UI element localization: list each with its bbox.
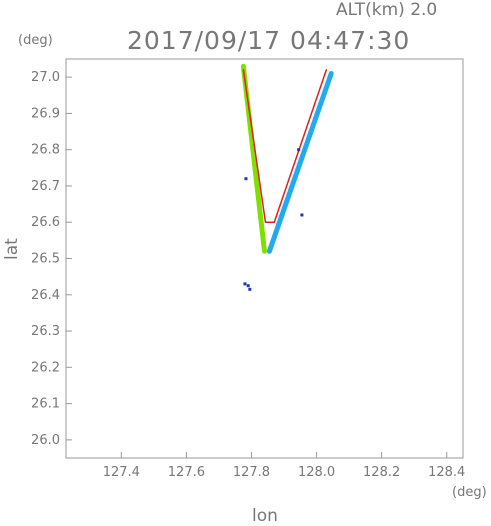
y-tick-label: 26.5 bbox=[31, 252, 60, 267]
y-tick-label: 26.3 bbox=[31, 324, 60, 339]
y-tick-label: 26.6 bbox=[31, 215, 60, 230]
x-tick-label: 128.2 bbox=[363, 465, 400, 480]
x-axis-ticks: 127.4 127.6 127.8 128.0 128.2 128.4 bbox=[103, 452, 465, 480]
y-axis-ticks: 26.0 26.1 26.2 26.3 26.4 26.5 26.6 26.7 26.8 26.9… bbox=[31, 70, 72, 448]
y-tick-label: 26.0 bbox=[31, 433, 60, 448]
chart-title: 2017/09/17 04:47:30 bbox=[127, 26, 411, 55]
series-1-trace bbox=[266, 71, 334, 254]
x-tick-label: 128.4 bbox=[428, 465, 465, 480]
data-point bbox=[244, 177, 248, 181]
altitude-label: ALT(km) 2.0 bbox=[336, 0, 438, 20]
x-tick-label: 128.0 bbox=[298, 465, 335, 480]
y-tick-label: 26.9 bbox=[31, 106, 60, 121]
series-2-trace bbox=[242, 69, 328, 223]
x-axis-unit: (deg) bbox=[452, 485, 487, 500]
y-axis-unit: (deg) bbox=[18, 33, 53, 48]
x-tick-label: 127.8 bbox=[233, 465, 270, 480]
y-tick-label: 27.0 bbox=[31, 70, 60, 85]
y-tick-label: 26.4 bbox=[31, 288, 60, 303]
x-tick-label: 127.4 bbox=[103, 465, 140, 480]
data-point bbox=[243, 282, 247, 286]
plot-frame bbox=[65, 58, 464, 459]
y-tick-label: 26.1 bbox=[31, 397, 60, 412]
y-tick-label: 26.8 bbox=[31, 143, 60, 158]
y-tick-label: 26.7 bbox=[31, 179, 60, 194]
x-tick-label: 127.6 bbox=[168, 465, 205, 480]
data-point bbox=[246, 284, 250, 288]
data-series bbox=[240, 63, 334, 291]
data-point bbox=[300, 213, 304, 217]
data-point bbox=[297, 148, 301, 152]
y-tick-label: 26.2 bbox=[31, 360, 60, 375]
data-point bbox=[248, 287, 252, 291]
